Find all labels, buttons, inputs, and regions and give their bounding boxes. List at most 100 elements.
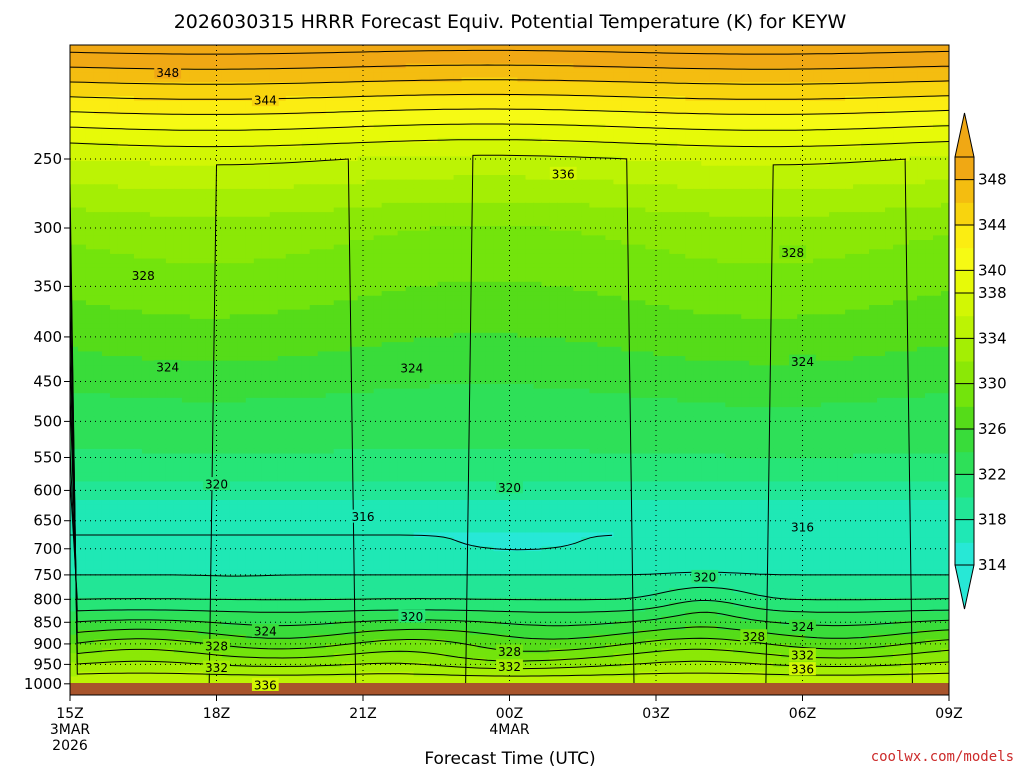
contour-fill-cell [133,249,143,255]
contour-fill-cell [877,45,886,51]
contour-fill-cell [309,175,319,181]
contour-fill-cell [437,244,447,250]
contour-fill-cell [253,142,263,148]
contour-fill-cell [197,170,207,176]
contour-fill-cell [789,175,798,181]
contour-fill-cell [829,147,838,153]
contour-fill-cell [637,230,646,236]
contour-fill-cell [669,240,678,246]
contour-fill-cell [373,253,383,260]
contour-fill-cell [349,175,359,181]
contour-fill-cell [293,175,303,181]
contour-fill-cell [70,68,79,74]
contour-fill-cell [533,165,543,171]
contour-fill-cell [453,110,463,116]
contour-fill-cell [469,137,479,144]
contour-fill-cell [477,193,487,199]
contour-fill-cell [253,147,263,153]
contour-fill-cell [669,221,678,227]
contour-fill-cell [485,110,495,116]
contour-fill-cell [845,49,854,55]
contour-fill-cell [109,49,119,55]
contour-fill-cell [197,212,207,218]
contour-fill-cell [581,91,591,97]
contour-fill-cell [829,212,838,218]
contour-fill-cell [605,58,614,65]
contour-fill-cell [733,188,742,195]
contour-fill-cell [493,82,503,88]
contour-fill-cell [557,244,567,250]
contour-fill-cell [477,133,487,139]
contour-fill-cell [261,188,271,195]
contour-fill-cell [349,110,359,116]
contour-fill-cell [421,161,431,167]
contour-fill-cell [445,212,455,218]
contour-fill-cell [213,156,223,162]
contour-fill-cell [581,188,591,195]
contour-fill-cell [221,253,231,260]
contour-fill-cell [181,165,191,171]
contour-fill-cell [293,179,303,185]
contour-fill-cell [837,119,846,125]
contour-fill-cell [901,54,910,60]
contour-fill-cell [181,156,191,162]
contour-fill-cell [621,216,630,223]
contour-fill-cell [405,151,415,158]
contour-fill-cell [765,147,774,153]
contour-fill-cell [325,240,335,246]
contour-fill-cell [405,165,415,171]
contour-fill-cell [389,216,399,223]
contour-fill-cell [909,221,918,227]
contour-fill-cell [85,230,95,236]
contour-fill-cell [765,175,774,181]
contour-fill-cell [205,137,215,144]
contour-fill-cell [677,165,686,171]
contour-fill-cell [621,45,630,51]
contour-fill-cell [589,142,598,148]
contour-fill-cell [157,133,167,139]
contour-fill-cell [821,188,830,195]
contour-fill-cell [797,193,806,199]
contour-fill-cell [285,216,295,223]
contour-fill-cell [197,216,207,223]
contour-fill-cell [205,193,215,199]
contour-fill-cell [685,58,694,65]
contour-fill-cell [93,221,103,227]
contour-fill-cell [389,68,399,74]
contour-fill-cell [597,249,606,255]
contour-fill-cell [85,100,95,106]
contour-fill-cell [893,68,902,74]
contour-fill-cell [477,151,487,158]
contour-fill-cell [525,54,535,60]
contour-fill-cell [70,212,79,218]
contour-fill-cell [549,147,559,153]
contour-fill-cell [669,188,678,195]
contour-fill-cell [309,193,319,199]
contour-fill-cell [429,244,439,250]
contour-fill-cell [469,170,479,176]
contour-fill-cell [381,207,391,213]
contour-fill-cell [901,114,910,120]
contour-fill-cell [909,226,918,232]
contour-fill-cell [845,216,854,223]
contour-fill-cell [301,161,311,167]
contour-fill-cell [717,49,726,55]
contour-fill-cell [925,249,934,255]
contour-fill-cell [669,212,678,218]
contour-fill-cell [485,175,495,181]
contour-fill-cell [229,133,239,139]
contour-fill-cell [85,253,95,260]
contour-fill-cell [725,77,734,83]
contour-fill-cell [453,249,463,255]
contour-fill-cell [149,105,159,111]
contour-fill-cell [501,184,511,190]
contour-fill-cell [301,235,311,241]
contour-fill-cell [85,123,95,130]
contour-fill-cell [133,184,143,190]
contour-fill-cell [909,216,918,223]
contour-fill-cell [389,240,399,246]
contour-fill-cell [149,142,159,148]
contour-fill-cell [677,244,686,250]
contour-fill-cell [333,128,343,134]
contour-fill-cell [493,49,503,55]
